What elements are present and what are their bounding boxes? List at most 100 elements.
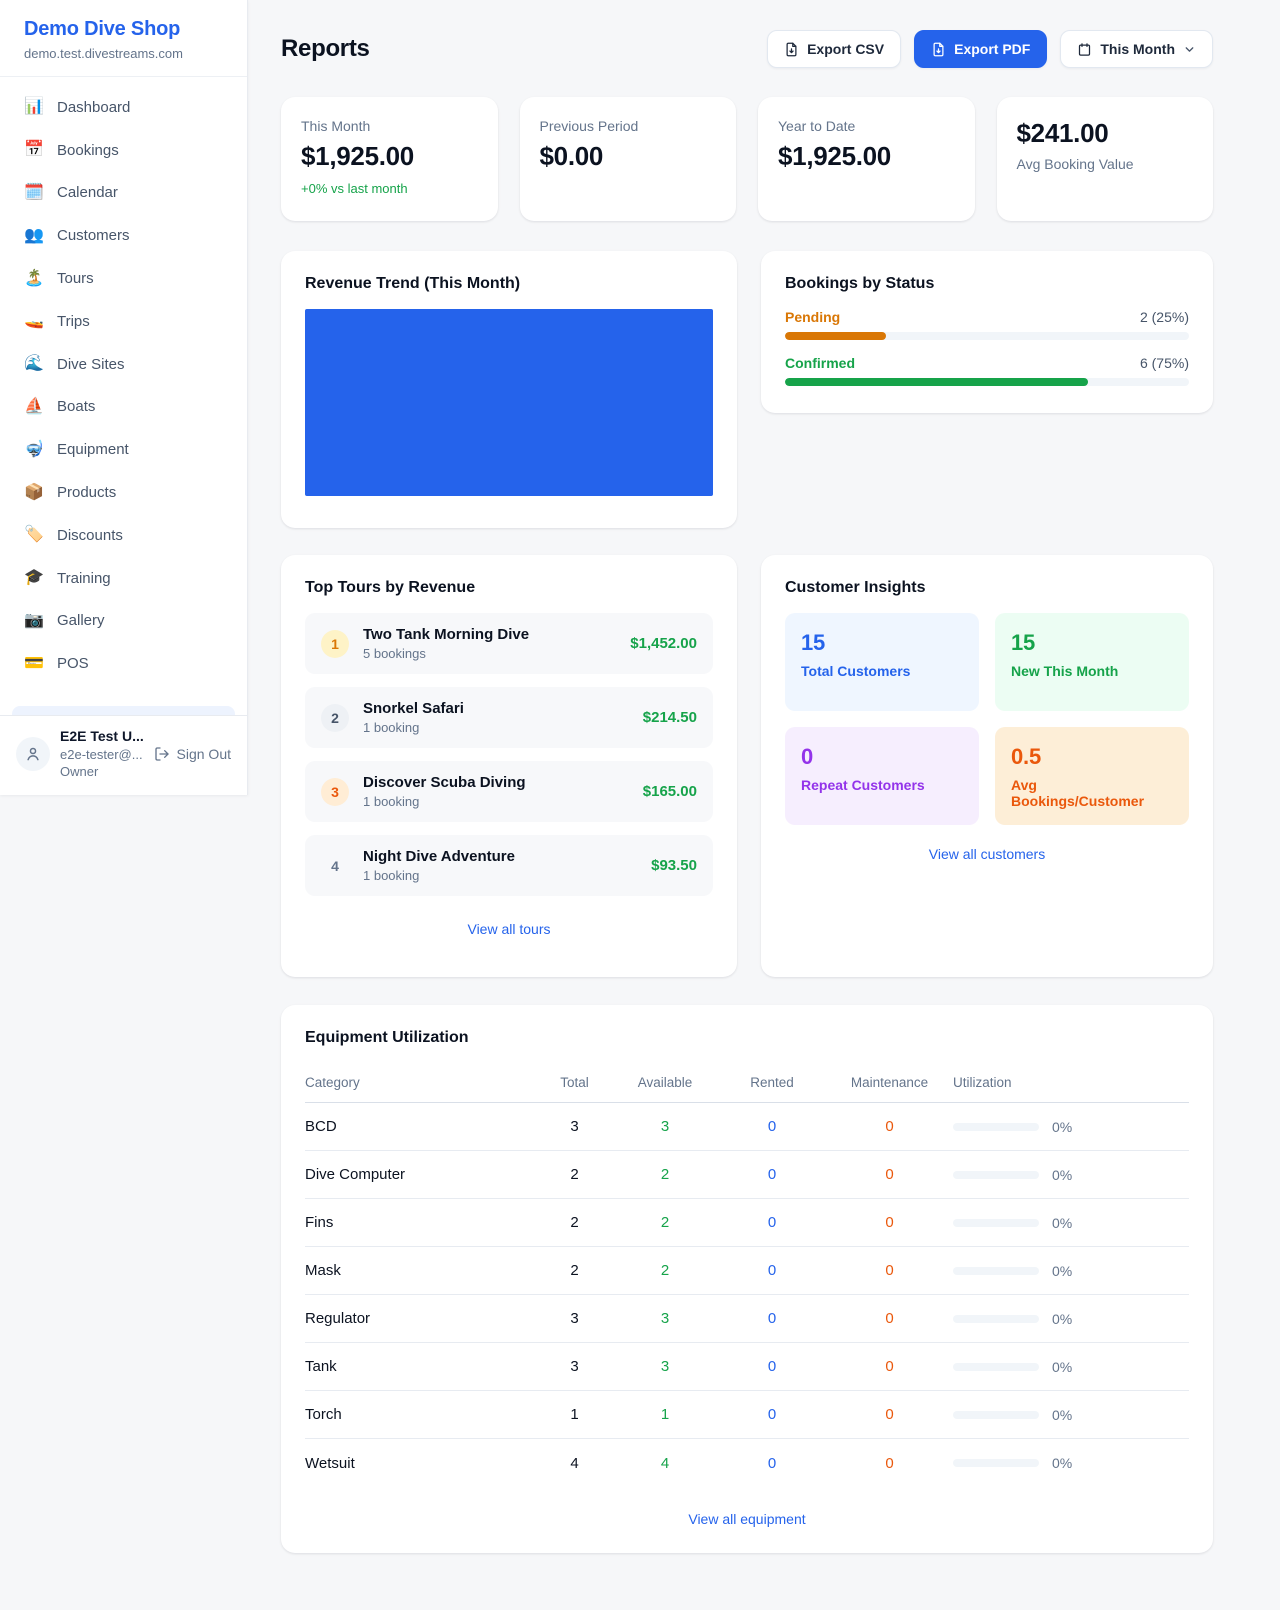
sidebar-item-tours[interactable]: 🏝️ Tours xyxy=(12,257,235,300)
tours-icon: 🏝️ xyxy=(24,269,44,287)
sign-out-button[interactable]: Sign Out xyxy=(154,746,231,762)
sign-out-label: Sign Out xyxy=(176,746,231,763)
file-download-icon xyxy=(786,42,797,56)
tour-list: 1 Two Tank Morning Dive 5 bookings $1,45… xyxy=(305,613,713,909)
tour-bookings-count: 1 booking xyxy=(363,868,420,883)
sidebar-item-label: Bookings xyxy=(57,141,119,159)
dashboard-icon: 📊 xyxy=(24,98,44,116)
utilization-track xyxy=(953,1122,1039,1131)
stat-cards-row: This Month $1,925.00 +0% vs last month P… xyxy=(281,97,1213,221)
equipment-total: 3 xyxy=(570,1310,579,1327)
equipment-rented: 0 xyxy=(767,1310,777,1327)
utilization-percent: 0% xyxy=(1052,1310,1073,1327)
sidebar-item-training[interactable]: 🎓 Training xyxy=(12,557,235,600)
sidebar-item-dive-sites[interactable]: 🌊 Dive Sites xyxy=(12,343,235,386)
customer-insights-title: Customer Insights xyxy=(785,579,926,596)
sidebar-item-reports-partial[interactable] xyxy=(12,705,235,715)
utilization-track xyxy=(953,1362,1039,1371)
equipment-total: 1 xyxy=(570,1406,579,1423)
export-pdf-button[interactable]: Export PDF xyxy=(914,30,1048,68)
tour-revenue: $165.00 xyxy=(642,783,697,800)
chevron-down-icon xyxy=(1185,46,1194,52)
equipment-available: 2 xyxy=(660,1262,670,1279)
stat-value: $241.00 xyxy=(1016,118,1109,148)
gallery-icon: 📷 xyxy=(24,611,44,629)
equipment-available: 1 xyxy=(660,1406,670,1423)
sidebar-item-discounts[interactable]: 🏷️ Discounts xyxy=(12,514,235,557)
period-label: This Month xyxy=(1100,41,1175,57)
calendar-icon: 🗓️ xyxy=(24,183,44,201)
view-all-tours-link[interactable]: View all tours xyxy=(467,921,551,937)
file-download-icon xyxy=(933,42,944,56)
equipment-rented: 0 xyxy=(767,1166,777,1183)
user-email: e2e-tester@... xyxy=(60,746,143,762)
insight-tile-new-this-month: 15 New This Month xyxy=(995,613,1189,711)
column-header-total: Total xyxy=(560,1075,589,1090)
equipment-icon: 🤿 xyxy=(24,440,44,458)
equipment-total: 4 xyxy=(570,1454,579,1472)
status-progress-fill xyxy=(785,332,886,340)
utilization-cell: 0% xyxy=(953,1167,1189,1183)
stat-card-previous-period: Previous Period $0.00 xyxy=(519,97,736,221)
rank-badge: 1 xyxy=(321,629,349,658)
utilization-percent: 0% xyxy=(1052,1406,1073,1423)
sidebar-item-boats[interactable]: ⛵ Boats xyxy=(12,386,235,429)
tour-list-item: 3 Discover Scuba Diving 1 booking $165.0… xyxy=(305,761,713,822)
sidebar-item-label: Gallery xyxy=(57,612,105,630)
column-header-utilization: Utilization xyxy=(953,1075,1012,1090)
tour-info: Night Dive Adventure 1 booking xyxy=(363,848,637,883)
sidebar-item-calendar[interactable]: 🗓️ Calendar xyxy=(12,172,235,215)
status-item-top: Confirmed 6 (75%) xyxy=(785,355,1189,371)
utilization-track xyxy=(953,1314,1039,1323)
equipment-available: 4 xyxy=(660,1454,670,1472)
export-csv-button[interactable]: Export CSV xyxy=(767,30,902,68)
utilization-cell: 0% xyxy=(953,1311,1189,1327)
sidebar-item-bookings[interactable]: 📅 Bookings xyxy=(12,129,235,172)
period-dropdown[interactable]: This Month xyxy=(1060,30,1213,68)
equipment-category: Tank xyxy=(305,1358,337,1375)
logout-icon xyxy=(154,747,169,762)
insight-value: 0.5 xyxy=(1011,744,1041,769)
sidebar-item-pos[interactable]: 💳 POS xyxy=(12,642,235,685)
sidebar-item-equipment[interactable]: 🤿 Equipment xyxy=(12,428,235,471)
equipment-rented: 0 xyxy=(767,1262,777,1279)
sidebar-item-gallery[interactable]: 📷 Gallery xyxy=(12,600,235,643)
rank-badge: 4 xyxy=(331,857,339,874)
sidebar-item-customers[interactable]: 👥 Customers xyxy=(12,214,235,257)
insight-value: 15 xyxy=(1011,630,1036,655)
sidebar: Demo Dive Shop demo.test.divestreams.com… xyxy=(0,0,248,795)
equipment-rented: 0 xyxy=(767,1406,777,1423)
sidebar-item-label: Dive Sites xyxy=(57,355,125,373)
utilization-track xyxy=(953,1170,1039,1179)
table-row-regulator: Regulator 3 3 0 0 0% xyxy=(305,1295,1189,1343)
equipment-category: Wetsuit xyxy=(305,1454,355,1472)
sidebar-item-trips[interactable]: 🚤 Trips xyxy=(12,300,235,343)
sidebar-item-products[interactable]: 📦 Products xyxy=(12,471,235,514)
equipment-category: BCD xyxy=(305,1118,337,1135)
training-icon: 🎓 xyxy=(24,569,44,587)
utilization-track xyxy=(953,1459,1039,1467)
table-row-dive-computer: Dive Computer 2 2 0 0 0% xyxy=(305,1151,1189,1199)
insight-label: Total Customers xyxy=(801,663,911,679)
tour-info: Discover Scuba Diving 1 booking xyxy=(363,774,629,809)
insight-value: 0 xyxy=(801,744,814,769)
tour-list-item: 1 Two Tank Morning Dive 5 bookings $1,45… xyxy=(305,613,713,674)
view-all-customers-link[interactable]: View all customers xyxy=(928,846,1046,862)
discounts-icon: 🏷️ xyxy=(24,526,44,544)
tour-list-item: 4 Night Dive Adventure 1 booking $93.50 xyxy=(305,835,713,896)
status-count: 6 (75%) xyxy=(1139,355,1189,371)
insight-label: New This Month xyxy=(1011,663,1119,679)
tour-name: Two Tank Morning Dive xyxy=(363,626,530,643)
equipment-total: 2 xyxy=(570,1166,579,1183)
stat-value: $1,925.00 xyxy=(778,141,891,171)
status-progress-track xyxy=(785,332,1189,340)
brand-header: Demo Dive Shop demo.test.divestreams.com xyxy=(0,0,247,77)
revenue-trend-chart xyxy=(305,309,713,496)
view-all-equipment-link[interactable]: View all equipment xyxy=(688,1511,806,1527)
stat-card-avg-booking-value: Avg Booking Value $241.00 xyxy=(996,97,1213,221)
sidebar-nav: 📊 Dashboard 📅 Bookings 🗓️ Calendar 👥 Cus… xyxy=(0,77,247,706)
sidebar-item-dashboard[interactable]: 📊 Dashboard xyxy=(12,86,235,129)
equipment-maintenance: 0 xyxy=(885,1166,894,1183)
insight-tile-avg-bookings-customer: 0.5 Avg Bookings/Customer xyxy=(995,727,1189,825)
